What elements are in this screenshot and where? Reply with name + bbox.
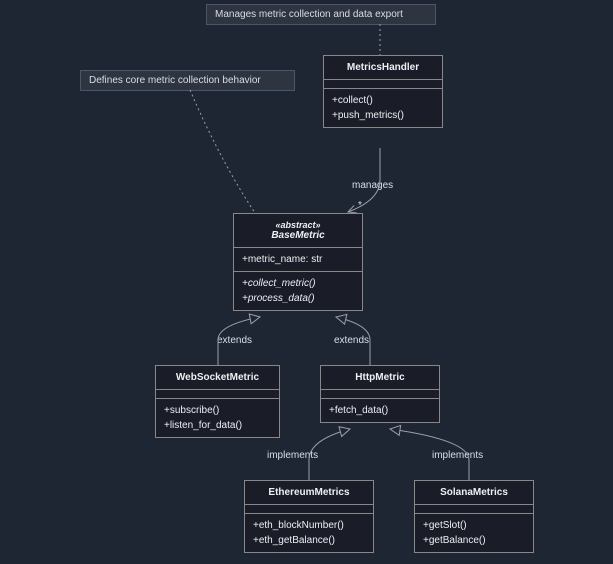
- edge-label-extends-1: extends: [215, 335, 254, 346]
- op: +getBalance(): [423, 533, 525, 548]
- op: +listen_for_data(): [164, 418, 271, 433]
- class-attrs: [245, 505, 373, 514]
- class-title-text: SolanaMetrics: [440, 487, 508, 498]
- class-title: SolanaMetrics: [415, 481, 533, 505]
- class-solana-metrics: SolanaMetrics +getSlot() +getBalance(): [414, 480, 534, 553]
- stereotype: «abstract»: [244, 220, 352, 230]
- edge-note2: [190, 90, 255, 213]
- class-websocket-metric: WebSocketMetric +subscribe() +listen_for…: [155, 365, 280, 438]
- class-attrs: +metric_name: str: [234, 248, 362, 272]
- note-text: Defines core metric collection behavior: [89, 75, 261, 86]
- class-title: «abstract» BaseMetric: [234, 214, 362, 248]
- edge-label-implements-1: implements: [265, 450, 320, 461]
- class-ethereum-metrics: EthereumMetrics +eth_blockNumber() +eth_…: [244, 480, 374, 553]
- class-title: EthereumMetrics: [245, 481, 373, 505]
- class-ops: +collect_metric() +process_data(): [234, 272, 362, 310]
- class-title: MetricsHandler: [324, 56, 442, 80]
- edge-multiplicity: *: [356, 200, 364, 211]
- note-text: Manages metric collection and data expor…: [215, 9, 403, 20]
- op: +collect(): [332, 93, 434, 108]
- op: +subscribe(): [164, 403, 271, 418]
- class-title-text: BaseMetric: [271, 230, 324, 241]
- class-base-metric: «abstract» BaseMetric +metric_name: str …: [233, 213, 363, 311]
- edge-label-extends-2: extends: [332, 335, 371, 346]
- class-ops: +collect() +push_metrics(): [324, 89, 442, 127]
- class-title-text: MetricsHandler: [347, 62, 419, 73]
- class-attrs: [156, 390, 279, 399]
- attr: +metric_name: str: [242, 252, 354, 267]
- edge-label-implements-2: implements: [430, 450, 485, 461]
- class-ops: +eth_blockNumber() +eth_getBalance(): [245, 514, 373, 552]
- op: +fetch_data(): [329, 403, 431, 418]
- class-metrics-handler: MetricsHandler +collect() +push_metrics(…: [323, 55, 443, 128]
- op: +push_metrics(): [332, 108, 434, 123]
- op: +collect_metric(): [242, 276, 354, 291]
- class-title-text: EthereumMetrics: [268, 487, 349, 498]
- class-attrs: [415, 505, 533, 514]
- class-attrs: [321, 390, 439, 399]
- class-title: HttpMetric: [321, 366, 439, 390]
- edge-label-manages: manages: [350, 180, 395, 191]
- class-ops: +fetch_data(): [321, 399, 439, 422]
- class-attrs: [324, 80, 442, 89]
- op: +process_data(): [242, 291, 354, 306]
- op: +eth_blockNumber(): [253, 518, 365, 533]
- op: +eth_getBalance(): [253, 533, 365, 548]
- note-base-metric: Defines core metric collection behavior: [80, 70, 295, 91]
- class-http-metric: HttpMetric +fetch_data(): [320, 365, 440, 423]
- class-ops: +subscribe() +listen_for_data(): [156, 399, 279, 437]
- note-metrics-handler: Manages metric collection and data expor…: [206, 4, 436, 25]
- class-title-text: HttpMetric: [355, 372, 404, 383]
- class-title-text: WebSocketMetric: [176, 372, 259, 383]
- op: +getSlot(): [423, 518, 525, 533]
- class-title: WebSocketMetric: [156, 366, 279, 390]
- class-ops: +getSlot() +getBalance(): [415, 514, 533, 552]
